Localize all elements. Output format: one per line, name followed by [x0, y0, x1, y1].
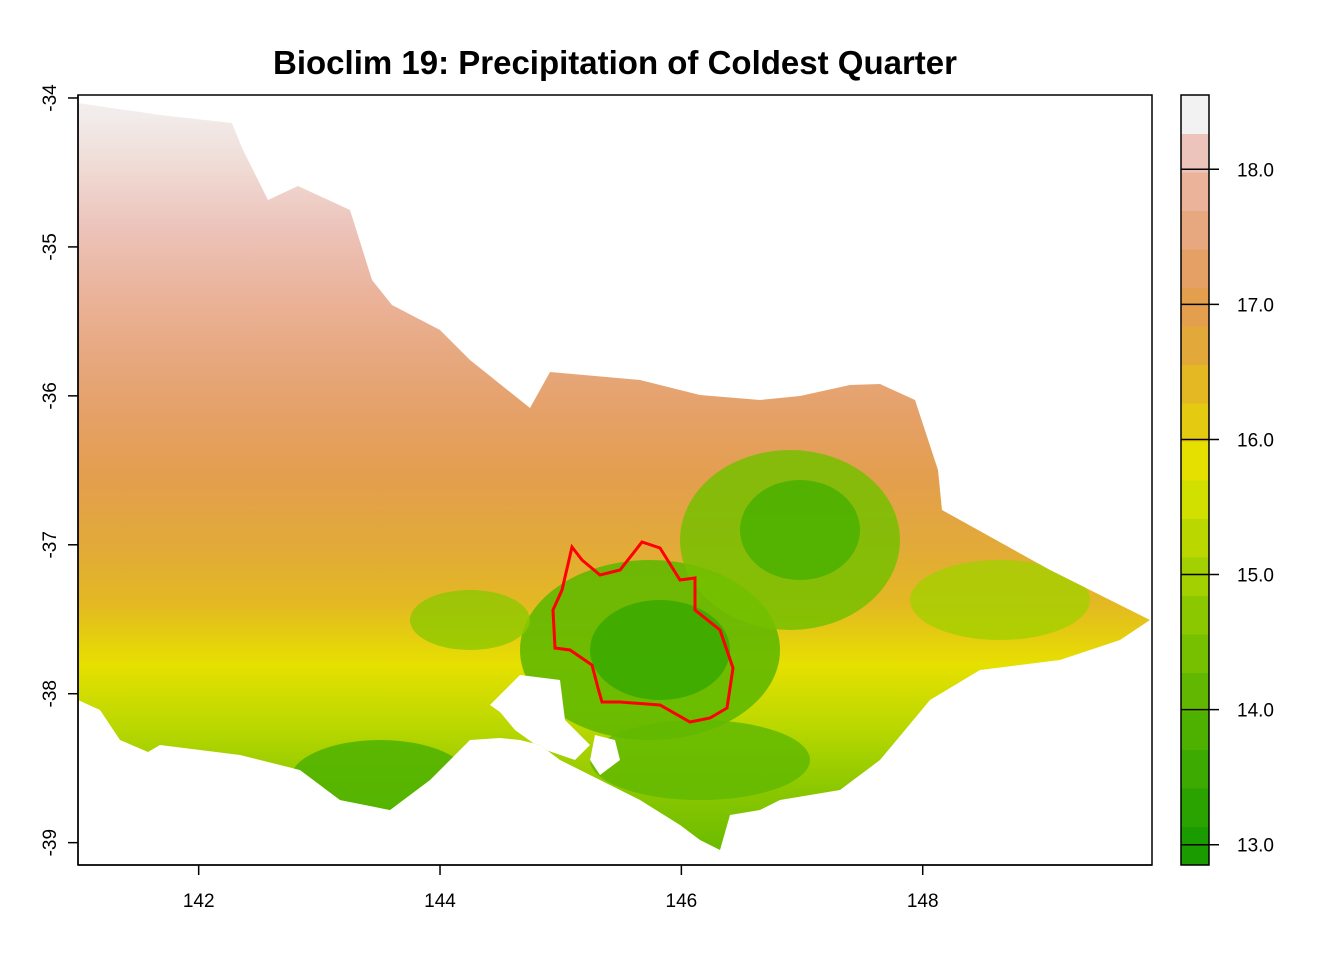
- colorbar-swatch: [1181, 595, 1209, 635]
- colorbar-swatch: [1181, 133, 1209, 173]
- y-tick-label: -36: [40, 382, 61, 409]
- y-tick-label: -37: [40, 531, 61, 558]
- colorbar-swatch: [1181, 210, 1209, 250]
- colorbar-swatch: [1181, 172, 1209, 211]
- colorbar-swatch: [1181, 441, 1209, 481]
- x-tick-label: 148: [907, 891, 939, 912]
- otway-range: [290, 740, 470, 820]
- colorbar-swatch: [1181, 672, 1209, 712]
- y-tick-label: -39: [40, 829, 61, 856]
- western-port: [590, 735, 620, 775]
- colorbar-legend: 13.0 14.0 15.0 16.0 17.0 18.0: [1180, 94, 1274, 866]
- colorbar-tick-label: 16.0: [1237, 430, 1274, 451]
- map-raster: [78, 103, 1150, 850]
- y-tick-label: -34: [40, 84, 61, 112]
- colorbar-swatch: [1181, 749, 1209, 789]
- study-area-outline: [551, 540, 735, 724]
- colorbar-swatch: [1181, 364, 1209, 404]
- x-tick-label: 144: [424, 891, 456, 912]
- east-gippsland: [910, 560, 1090, 640]
- colorbar-tick-label: 13.0: [1237, 836, 1274, 857]
- colorbar-tick-label: 14.0: [1237, 701, 1274, 722]
- colorbar-tick-label: 15.0: [1237, 566, 1274, 587]
- gippsland-hills: [590, 720, 810, 800]
- x-tick-label: 142: [183, 891, 215, 912]
- colorbar-tick-label: 18.0: [1237, 160, 1274, 181]
- colorbar-swatch: [1181, 557, 1209, 596]
- port-phillip-bay: [490, 675, 590, 760]
- colorbar-swatch: [1181, 788, 1209, 827]
- colorbar-tick-label: 17.0: [1237, 295, 1274, 316]
- y-axis: -34 -35 -36 -37 -38 -39: [40, 84, 79, 865]
- colorbar-swatch: [1181, 480, 1209, 519]
- colorbar-swatch: [1181, 95, 1209, 134]
- colorbar-swatch: [1181, 634, 1209, 673]
- western-hills: [410, 590, 530, 650]
- colorbar-swatch: [1181, 826, 1209, 866]
- alpine-core: [740, 480, 860, 580]
- central-highlands-core: [590, 600, 730, 700]
- colorbar-swatch: [1181, 403, 1209, 442]
- colorbar-swatch: [1181, 249, 1209, 288]
- colorbar-frame: [1180, 94, 1210, 866]
- x-tick-label: 146: [666, 891, 698, 912]
- y-tick-label: -35: [40, 233, 61, 260]
- colorbar-swatch: [1181, 326, 1209, 365]
- colorbar-swatch: [1181, 711, 1209, 750]
- y-tick-label: -38: [40, 680, 61, 707]
- colorbar-swatch: [1181, 287, 1209, 327]
- x-axis: 142 144 146 148: [78, 864, 1152, 912]
- colorbar-swatch: [1181, 518, 1209, 558]
- map-title: Bioclim 19: Precipitation of Coldest Qua…: [273, 44, 957, 81]
